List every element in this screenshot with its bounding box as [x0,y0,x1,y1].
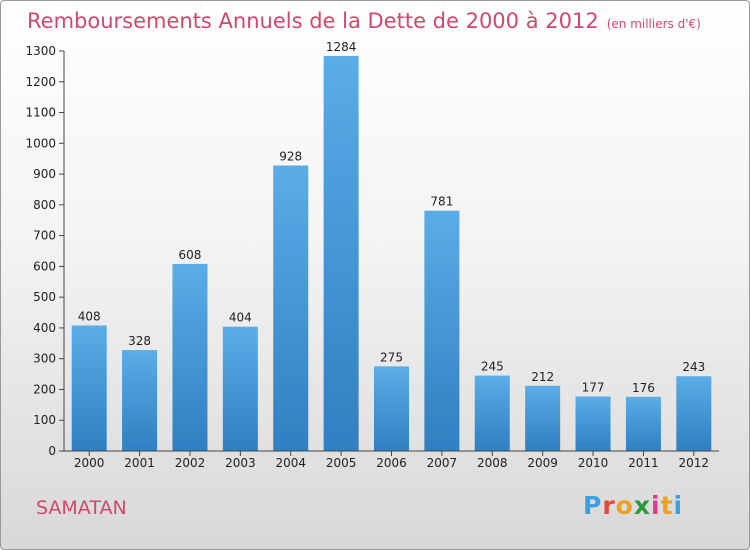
x-tick-label: 2007 [427,456,458,470]
value-label: 177 [582,381,605,395]
logo-letter: r [602,491,616,520]
value-label: 608 [179,248,202,262]
value-label: 275 [380,350,403,364]
y-axis: 0 100 200 300 400 500 600 700 800 900 1000 1100 1200… [25,44,65,458]
y-tick-label: 900 [33,167,56,181]
bar-2002 [172,263,208,451]
x-tick-label: 2008 [477,456,508,470]
x-tick-label: 2001 [124,456,155,470]
bar-2004 [273,165,309,451]
bar-2012 [676,376,712,451]
bar-2011 [625,396,661,451]
y-tick-label: 700 [33,229,56,243]
bar-2001 [122,350,158,451]
y-tick-label: 200 [33,382,56,396]
value-label: 245 [481,360,504,374]
y-tick-label: 1200 [25,75,56,89]
x-tick-label: 2002 [175,456,206,470]
chart-title: Remboursements Annuels de la Dette de 20… [27,9,701,33]
value-label: 1284 [326,40,357,54]
bar-2003 [222,326,258,451]
y-tick-label: 1100 [25,106,56,120]
bar-2005 [323,55,359,452]
bar-2009 [525,385,561,451]
commune-name: SAMATAN [36,497,127,519]
x-tick-label: 2010 [578,456,609,470]
logo-letter: P [583,491,603,520]
x-tick-label: 2012 [679,456,710,470]
x-tick-label: 2003 [225,456,256,470]
bar-2006 [374,366,409,451]
y-tick-label: 400 [33,321,56,335]
logo-letter: i [651,491,661,520]
chart-title-text: Remboursements Annuels de la Dette de 20… [27,9,599,33]
x-tick-label: 2005 [326,456,357,470]
bar-2000 [71,325,107,451]
x-tick-label: 2000 [74,456,105,470]
x-tick-label: 2004 [275,456,306,470]
y-tick-label: 1000 [25,136,56,150]
logo-letter: t [660,491,674,520]
bar-2007 [424,210,460,451]
x-tick-label: 2009 [527,456,558,470]
value-label: 404 [229,311,252,325]
y-tick-label: 1300 [25,44,56,58]
proxiti-logo: Proxiti [583,491,683,520]
bar-2008 [474,375,510,451]
bars: 408 328 608 404 928 1284 275 781 245 212 177 176 243 [71,40,712,452]
y-tick-label: 800 [33,198,56,212]
unit-note: (en milliers d'€) [606,17,701,31]
x-tick-label: 2011 [628,456,659,470]
logo-letter: x [633,491,651,520]
value-label: 176 [632,381,655,395]
x-tick-label: 2006 [376,456,407,470]
y-tick-label: 100 [33,413,56,427]
value-label: 212 [531,370,554,384]
value-label: 408 [78,309,101,323]
bar-2010 [575,396,611,451]
y-tick-label: 300 [33,352,56,366]
logo-letter: i [673,491,684,520]
y-tick-label: 600 [33,259,56,273]
logo-letter: o [615,491,634,520]
x-axis: 2000 2001 2002 2003 2004 2005 2006 2007 2008 2009… [64,450,719,470]
y-tick-label: 500 [33,290,56,304]
y-tick-label: 0 [48,444,56,458]
value-label: 328 [128,334,151,348]
value-label: 243 [682,360,705,374]
value-label: 928 [279,149,302,163]
value-label: 781 [430,195,453,209]
